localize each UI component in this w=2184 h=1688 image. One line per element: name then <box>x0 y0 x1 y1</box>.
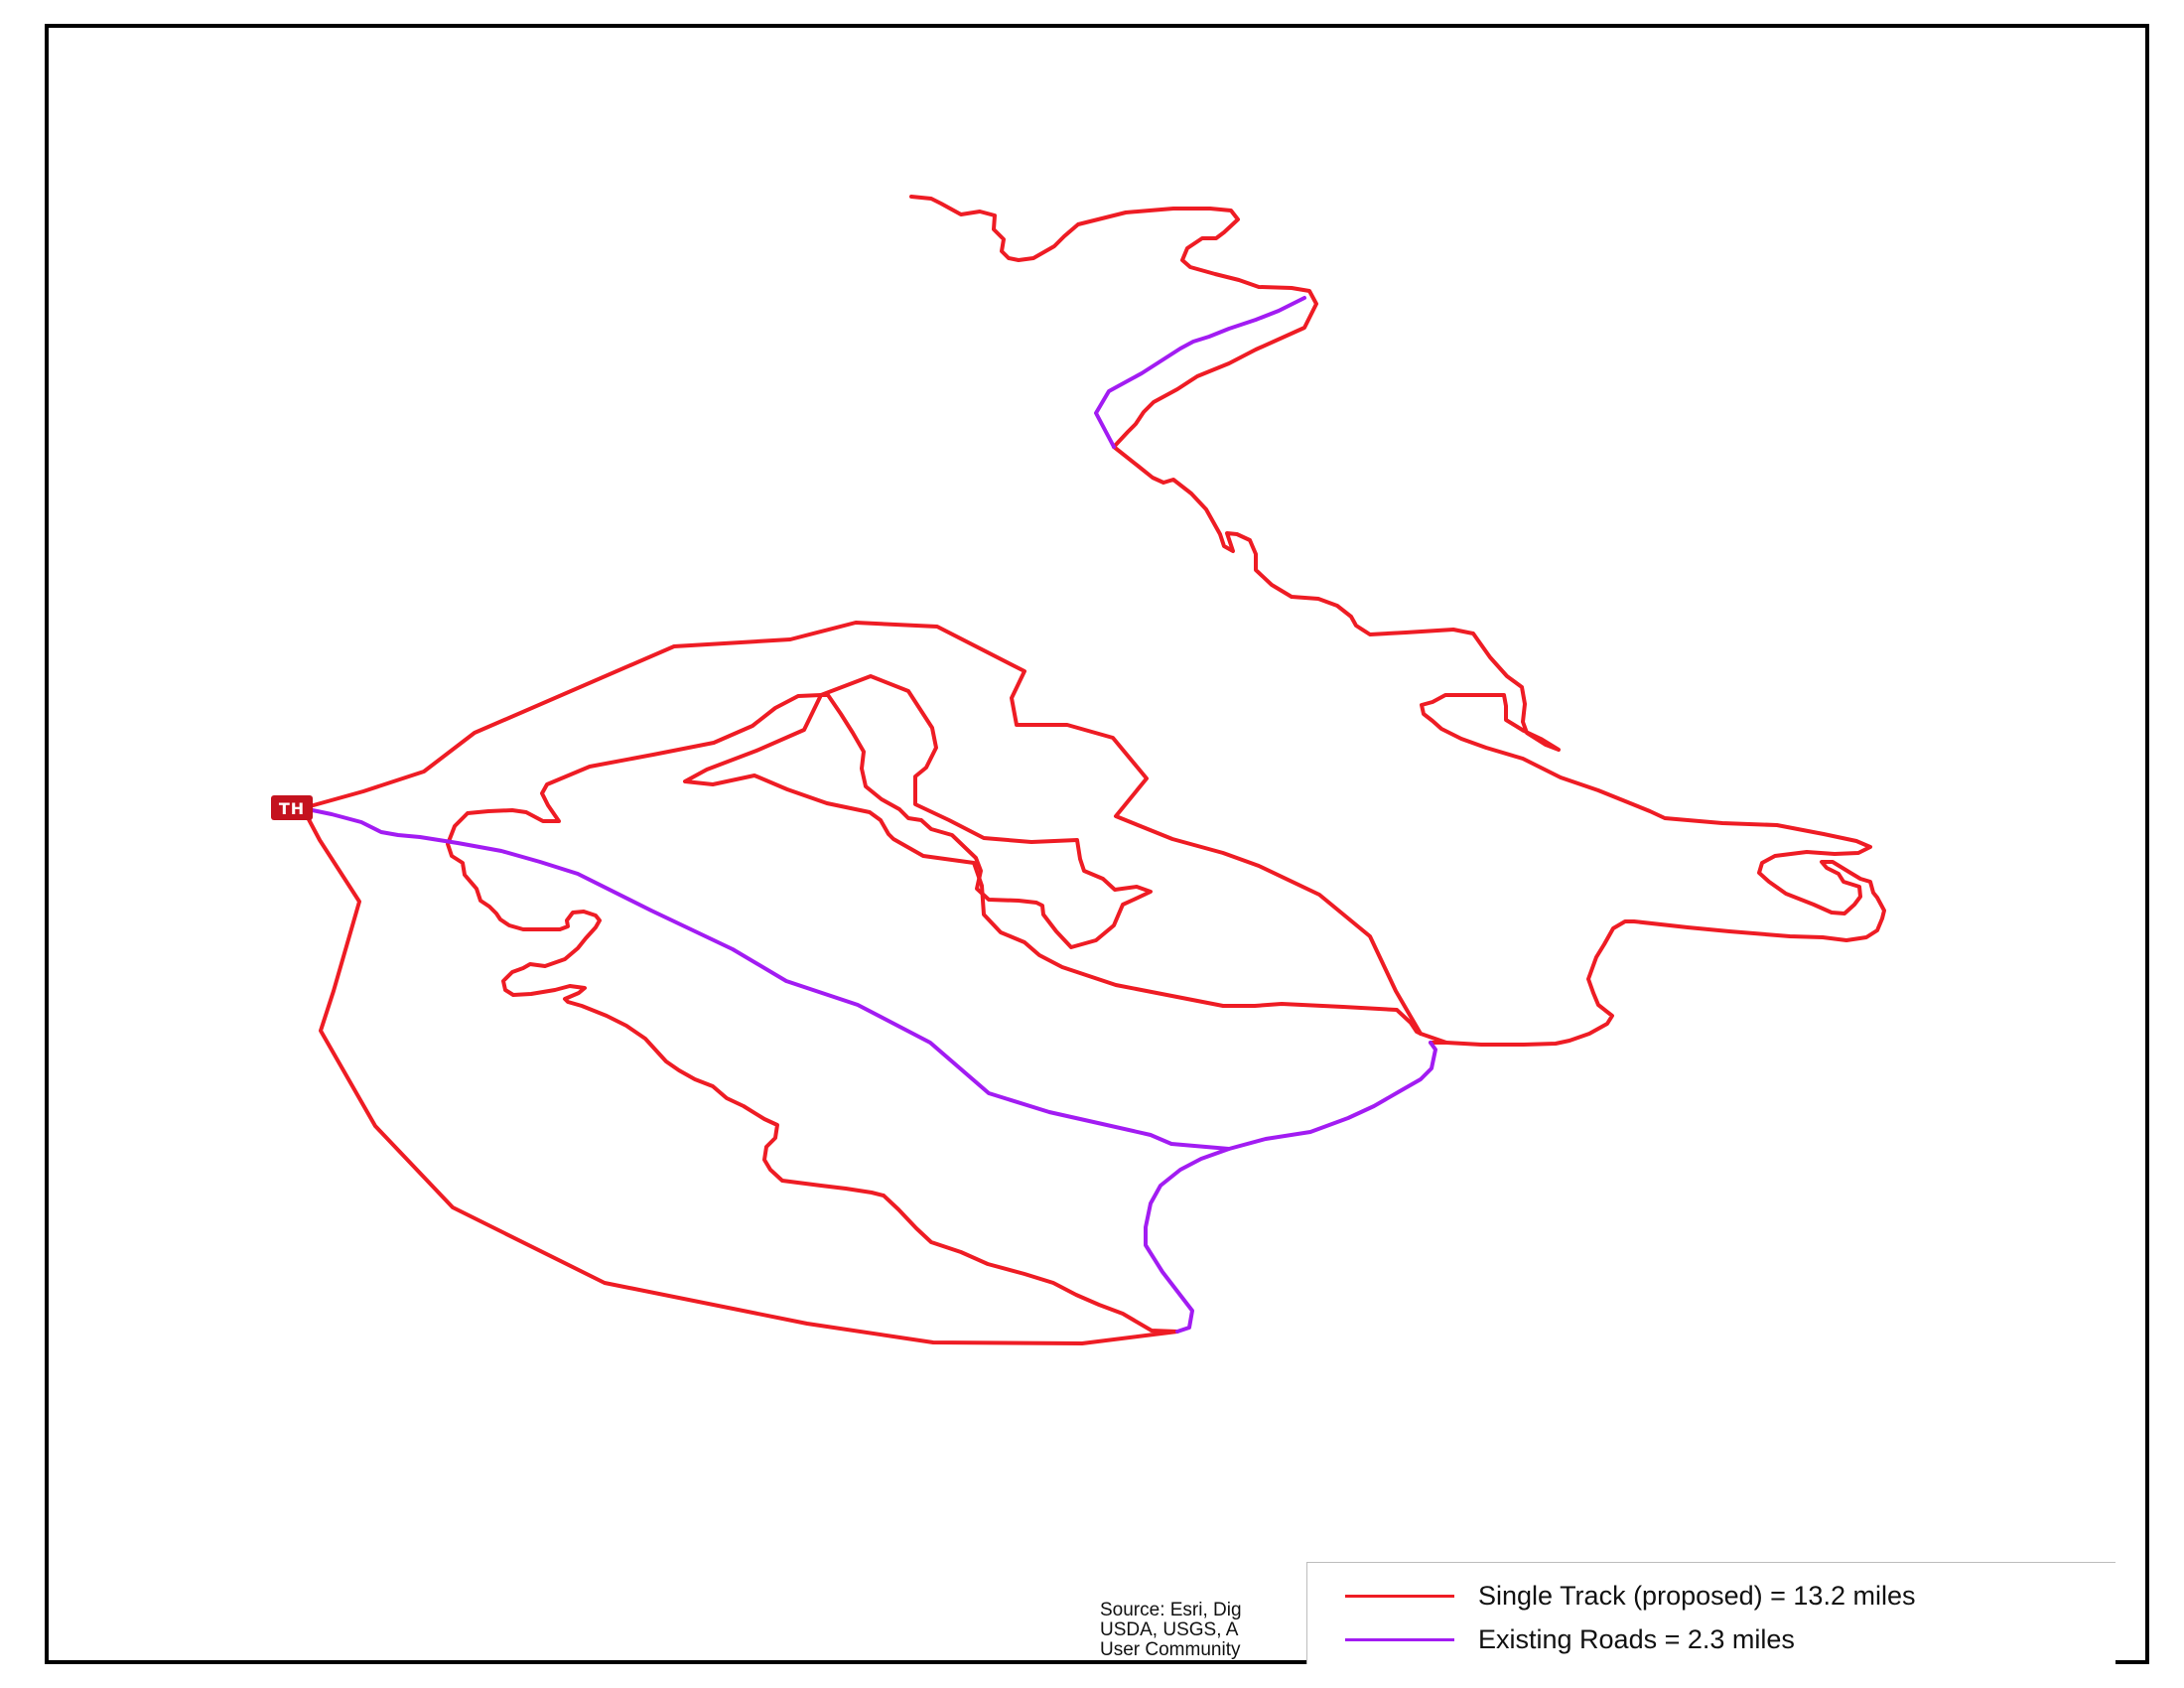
source-line: Source: Esri, Dig <box>1100 1601 1242 1620</box>
trailhead-marker-box <box>271 795 313 820</box>
map-legend: Single Track (proposed) = 13.2 miles Exi… <box>1306 1562 2116 1664</box>
trailhead-marker[interactable]: TH <box>271 795 313 820</box>
legend-label-existing-roads: Existing Roads = 2.3 miles <box>1478 1623 1795 1654</box>
existing-roads-swatch <box>1345 1637 1454 1641</box>
single-track-trails <box>301 195 1886 1345</box>
single-track-segment <box>909 195 1318 449</box>
single-track-swatch <box>1345 1594 1454 1598</box>
source-line: User Community <box>1100 1640 1241 1660</box>
existing-road-segment <box>1094 296 1306 449</box>
legend-item-single-track: Single Track (proposed) = 13.2 miles <box>1345 1578 1915 1614</box>
existing-roads <box>301 296 1437 1334</box>
single-track-segment <box>683 693 1448 1045</box>
trailhead-label: TH <box>279 799 305 818</box>
existing-road-segment <box>1144 1147 1231 1334</box>
existing-road-segment <box>301 806 1437 1151</box>
map-frame <box>45 24 2149 1664</box>
single-track-segment <box>819 674 1153 949</box>
source-attribution: Source: Esri, Dig USDA, USGS, A User Com… <box>1100 1601 1318 1660</box>
single-track-segment <box>301 693 1179 1345</box>
single-track-segment <box>1112 445 1886 1047</box>
source-line: USDA, USGS, A <box>1100 1620 1239 1640</box>
single-track-segment <box>301 621 1423 1036</box>
legend-item-existing-roads: Existing Roads = 2.3 miles <box>1345 1621 1795 1657</box>
legend-label-single-track: Single Track (proposed) = 13.2 miles <box>1478 1580 1916 1611</box>
